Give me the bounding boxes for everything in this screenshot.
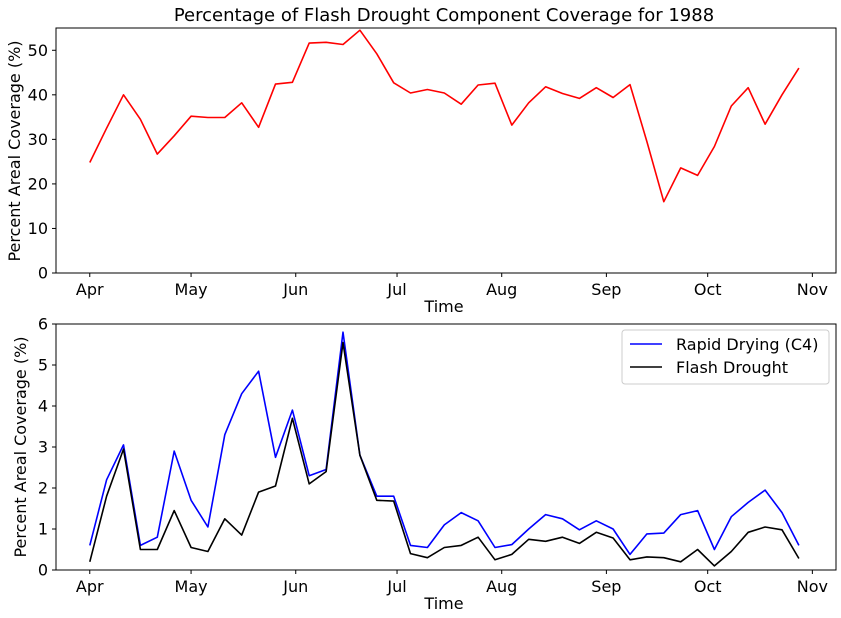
x-axis-label: Time xyxy=(423,594,463,613)
legend-label: Rapid Drying (C4) xyxy=(676,335,818,354)
x-tick-label: Nov xyxy=(797,577,828,596)
series-line-0 xyxy=(89,29,800,203)
x-tick-label: Jul xyxy=(386,577,406,596)
y-tick-label: 5 xyxy=(38,356,48,375)
x-tick-label: Jun xyxy=(282,577,308,596)
x-tick-label: May xyxy=(175,280,208,299)
series-line-0 xyxy=(89,331,800,556)
y-tick-label: 10 xyxy=(28,219,48,238)
x-tick-label: Jun xyxy=(282,280,308,299)
y-tick-label: 4 xyxy=(38,397,48,416)
x-tick-label: Nov xyxy=(797,280,828,299)
x-tick-label: Apr xyxy=(76,577,104,596)
x-tick-label: Oct xyxy=(694,280,722,299)
y-tick-label: 6 xyxy=(38,315,48,334)
x-axis-label: Time xyxy=(423,297,463,316)
y-axis-label: Percent Areal Coverage (%) xyxy=(5,40,24,261)
plot-frame xyxy=(55,27,837,274)
y-tick-label: 50 xyxy=(28,41,48,60)
y-tick-label: 2 xyxy=(38,479,48,498)
y-tick-label: 1 xyxy=(38,520,48,539)
y-tick-label: 30 xyxy=(28,130,48,149)
x-tick-label: Apr xyxy=(76,280,104,299)
legend: Rapid Drying (C4) Flash Drought xyxy=(621,329,830,385)
x-tick-label: Aug xyxy=(486,577,517,596)
x-tick-label: Sep xyxy=(591,577,621,596)
plot-area: Apr May Jun Jul Aug Sep Oct Nov 0 10 20 30 40 50 xyxy=(28,27,837,299)
x-tick-label: Sep xyxy=(591,280,621,299)
y-tick-label: 40 xyxy=(28,85,48,104)
plot-area: Apr May Jun Jul Aug Sep Oct Nov 0 1 2 3 4 5 6 xyxy=(38,315,837,596)
x-tick-label: Jul xyxy=(386,280,406,299)
legend-frame xyxy=(621,329,830,385)
y-tick-label: 20 xyxy=(28,174,48,193)
y-axis-label: Percent Areal Coverage (%) xyxy=(11,336,30,557)
series-line-1 xyxy=(89,341,800,567)
y-tick-label: 3 xyxy=(38,438,48,457)
chart-top: Percentage of Flash Drought Component Co… xyxy=(5,5,837,316)
x-tick-label: May xyxy=(175,577,208,596)
x-tick-label: Oct xyxy=(694,577,722,596)
chart-title: Percentage of Flash Drought Component Co… xyxy=(174,5,714,26)
legend-label: Flash Drought xyxy=(676,358,788,377)
y-tick-label: 0 xyxy=(38,264,48,283)
y-tick-label: 0 xyxy=(38,561,48,580)
x-tick-label: Aug xyxy=(486,280,517,299)
chart-bottom: Percent Areal Coverage (%) Time Apr May Ju… xyxy=(11,315,837,613)
